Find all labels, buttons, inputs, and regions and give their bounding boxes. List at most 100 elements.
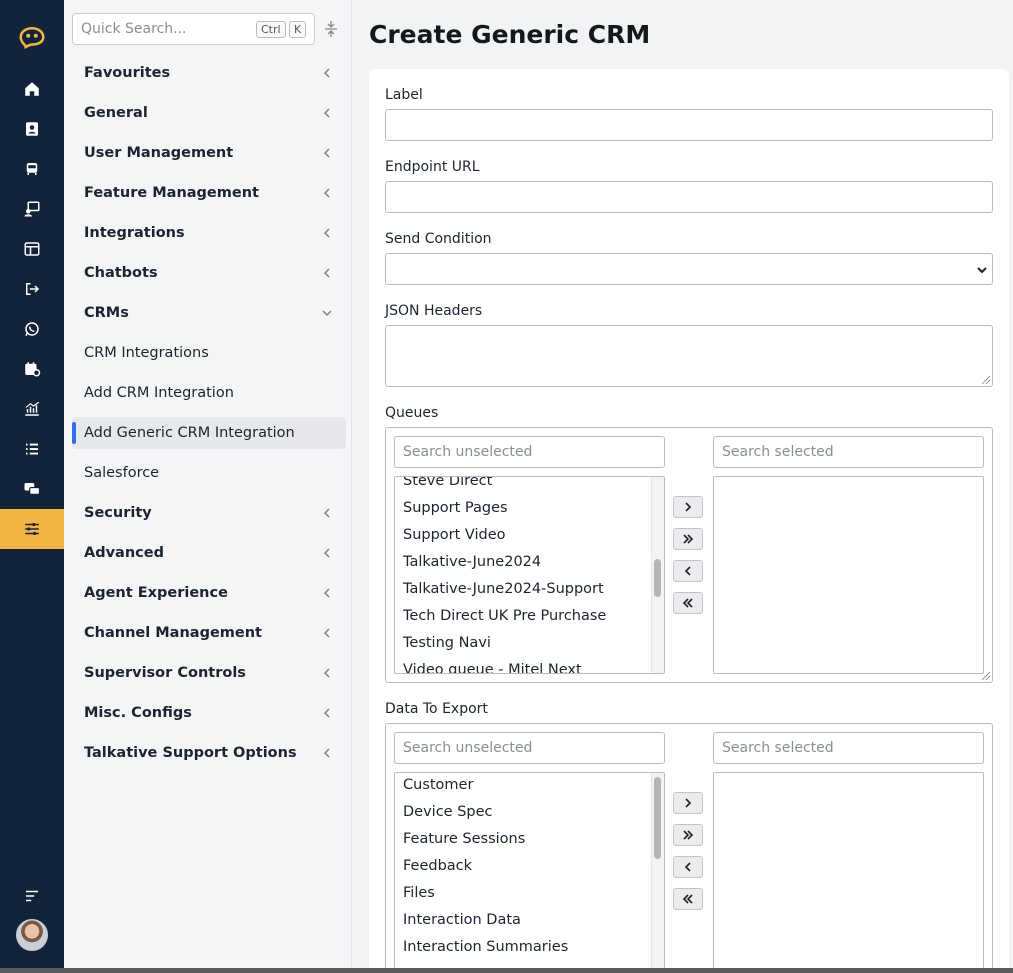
messages-icon[interactable]: [0, 469, 64, 509]
move-all-left-button[interactable]: [673, 592, 703, 614]
sidebar-item-label: General: [84, 105, 148, 121]
endpoint-url-label: Endpoint URL: [385, 159, 480, 175]
sidebar-item[interactable]: Integrations: [72, 217, 346, 249]
sidebar-item-label: Security: [84, 505, 152, 521]
quick-search-input[interactable]: Quick Search... Ctrl K: [72, 13, 315, 45]
whatsapp-icon[interactable]: [0, 309, 64, 349]
send-condition-select[interactable]: [385, 253, 993, 285]
list-option[interactable]: Files: [403, 885, 435, 901]
sidebar-item[interactable]: Agent Experience: [72, 577, 346, 609]
chevron-left-icon: [324, 68, 330, 78]
list-option[interactable]: Feedback: [403, 858, 473, 874]
sidebar-item[interactable]: CRMs: [72, 297, 346, 329]
scrollbar[interactable]: [651, 477, 664, 673]
export-unselected-list[interactable]: Customer Device Spec Feature Sessions Feedb…: [394, 772, 665, 968]
collapse-all-icon[interactable]: [323, 20, 339, 38]
move-selected-right-button[interactable]: [673, 496, 703, 518]
move-all-right-button[interactable]: [673, 824, 703, 846]
sidebar-item[interactable]: Favourites: [72, 57, 346, 89]
queues-search-selected[interactable]: Search selected: [713, 436, 984, 468]
double-chevron-right-icon: [683, 534, 694, 544]
queues-unselected-list[interactable]: Steve Direct Support Pages Support Video Ta…: [394, 476, 665, 674]
chevron-left-icon: [324, 668, 330, 678]
sidebar-item-label: Add CRM Integration: [84, 385, 234, 401]
chevron-down-icon: [977, 267, 987, 274]
form-card: Label Endpoint URL Send Condition JSON H…: [369, 69, 1009, 968]
list-option[interactable]: Testing Navi: [403, 635, 491, 651]
chevron-left-icon: [324, 148, 330, 158]
list-option[interactable]: Interaction Data: [403, 912, 521, 928]
queues-label: Queues: [385, 405, 439, 421]
list-option[interactable]: Device Spec: [403, 804, 493, 820]
move-selected-right-button[interactable]: [673, 792, 703, 814]
sidebar-item-label: Add Generic CRM Integration: [84, 425, 295, 441]
sidebar-item[interactable]: Misc. Configs: [72, 697, 346, 729]
move-all-right-button[interactable]: [673, 528, 703, 550]
sidebar-item[interactable]: Supervisor Controls: [72, 657, 346, 689]
sidebar-item-label: Talkative Support Options: [84, 745, 297, 761]
sidebar-item[interactable]: Salesforce: [72, 457, 346, 489]
sidebar-item[interactable]: General: [72, 97, 346, 129]
settings-sliders-icon[interactable]: [0, 509, 64, 549]
list-option[interactable]: Talkative-June2024: [403, 554, 542, 570]
sidebar-item[interactable]: Security: [72, 497, 346, 529]
sidebar-item[interactable]: Add Generic CRM Integration: [72, 417, 346, 449]
move-all-left-button[interactable]: [673, 888, 703, 910]
sidebar-item[interactable]: Channel Management: [72, 617, 346, 649]
list-option[interactable]: Support Video: [403, 527, 506, 543]
sidebar-item[interactable]: Talkative Support Options: [72, 737, 346, 769]
endpoint-url-input[interactable]: [385, 181, 993, 213]
scrollbar-thumb[interactable]: [654, 559, 661, 597]
json-headers-textarea[interactable]: [385, 325, 993, 387]
sidebar-item[interactable]: Add CRM Integration: [72, 377, 346, 409]
list-icon[interactable]: [0, 429, 64, 469]
sidebar-item[interactable]: Advanced: [72, 537, 346, 569]
list-option[interactable]: Support Pages: [403, 500, 508, 516]
contacts-icon[interactable]: [0, 109, 64, 149]
home-icon[interactable]: [0, 69, 64, 109]
label-input[interactable]: [385, 109, 993, 141]
sidebar-item-label: Channel Management: [84, 625, 262, 641]
menu-toggle-icon[interactable]: [0, 876, 64, 916]
chevron-left-icon: [324, 708, 330, 718]
logout-icon[interactable]: [0, 269, 64, 309]
scrollbar-thumb[interactable]: [654, 777, 661, 859]
move-selected-left-button[interactable]: [673, 560, 703, 582]
dashboard-icon[interactable]: [0, 229, 64, 269]
sidebar-item[interactable]: Chatbots: [72, 257, 346, 289]
queues-selected-list[interactable]: [713, 476, 984, 674]
export-search-unselected[interactable]: Search unselected: [394, 732, 665, 764]
calendar-icon[interactable]: [0, 349, 64, 389]
list-option[interactable]: Interaction Summaries: [403, 939, 569, 955]
logo-icon[interactable]: [0, 17, 64, 57]
sidebar-item[interactable]: User Management: [72, 137, 346, 169]
sidebar-item[interactable]: CRM Integrations: [72, 337, 346, 369]
list-option[interactable]: Steve Direct: [403, 476, 493, 489]
label-field-label: Label: [385, 87, 423, 103]
export-search-selected[interactable]: Search selected: [713, 732, 984, 764]
sidebar-item-label: User Management: [84, 145, 234, 161]
export-selected-list[interactable]: [713, 772, 984, 968]
agent-screen-icon[interactable]: [0, 189, 64, 229]
scrollbar[interactable]: [651, 773, 664, 968]
list-option[interactable]: Feature Sessions: [403, 831, 526, 847]
list-option[interactable]: Tech Direct UK Pre Purchase: [403, 608, 607, 624]
sidebar-item-label: Agent Experience: [84, 585, 228, 601]
json-headers-label: JSON Headers: [385, 303, 483, 319]
move-selected-left-button[interactable]: [673, 856, 703, 878]
chat-bus-icon[interactable]: [0, 149, 64, 189]
chevron-left-icon: [684, 862, 691, 872]
resize-handle-icon[interactable]: [982, 376, 990, 384]
resize-handle-icon[interactable]: [982, 672, 990, 680]
queues-search-unselected[interactable]: Search unselected: [394, 436, 665, 468]
avatar[interactable]: [16, 919, 48, 951]
list-option[interactable]: Video queue - Mitel Next: [403, 662, 582, 674]
sidebar-item-label: Salesforce: [84, 465, 160, 481]
chevron-left-icon: [324, 588, 330, 598]
list-option[interactable]: Talkative-June2024-Support: [403, 581, 604, 597]
list-option[interactable]: Customer: [403, 777, 474, 793]
analytics-icon[interactable]: [0, 389, 64, 429]
chevron-down-icon: [322, 310, 332, 316]
sidebar-item[interactable]: Feature Management: [72, 177, 346, 209]
